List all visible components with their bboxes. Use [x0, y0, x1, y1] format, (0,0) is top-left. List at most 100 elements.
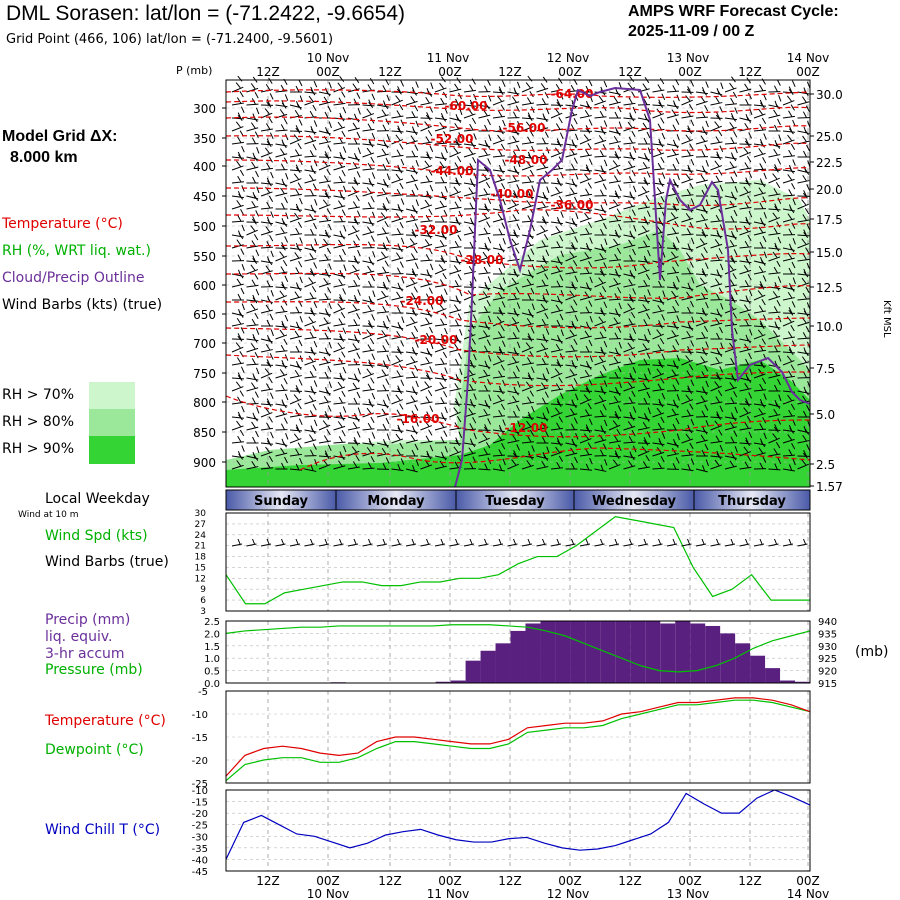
wind-barb — [695, 325, 709, 340]
wind-barb — [246, 415, 259, 431]
wind-barb — [246, 454, 259, 470]
wind-barb — [608, 453, 621, 470]
wind-barb-10m — [260, 538, 272, 547]
wind-barb — [492, 246, 505, 262]
wind-barb — [768, 457, 782, 471]
wind-barb — [797, 286, 810, 301]
wind-chill-tick: -15 — [192, 798, 208, 809]
wind-barb — [318, 405, 332, 418]
wind-barb — [434, 76, 447, 93]
temperature-contour — [225, 243, 811, 269]
wind-barb — [391, 143, 404, 158]
pressure-surface-tick: 925 — [818, 654, 837, 665]
wind-barb — [608, 193, 621, 210]
wind-barb — [579, 221, 593, 236]
wind-barb — [405, 286, 418, 301]
wind-barb — [521, 193, 534, 210]
wind-barb — [681, 403, 694, 418]
temperature-contour-label: -60.00 — [445, 99, 488, 113]
wind-barb — [565, 299, 578, 314]
wind-barb — [289, 143, 302, 158]
wind-barb — [362, 156, 375, 171]
wind-barb — [565, 417, 578, 431]
wind-barb — [260, 117, 273, 132]
wind-barb — [608, 413, 621, 431]
wind-barb — [652, 156, 665, 171]
wind-barb — [507, 404, 520, 418]
wind-barb — [666, 245, 679, 262]
wind-speed-tick: 27 — [195, 520, 206, 530]
wind-barb — [550, 219, 563, 236]
wind-barb — [449, 195, 462, 210]
wind-barb — [739, 132, 753, 145]
wind-barb — [304, 144, 317, 158]
legend-rh70-swatch — [89, 382, 135, 409]
top-hour-tick: 00Z — [316, 65, 340, 79]
wind-barb — [246, 375, 259, 392]
wind-barb — [492, 104, 505, 119]
bottom-hour-tick: 00Z — [558, 874, 582, 888]
wind-barb — [521, 248, 535, 262]
wind-barb — [521, 91, 534, 106]
legend-cloud-outline: Cloud/Precip Outline — [2, 270, 145, 286]
bottom-date-tick: 11 Nov — [427, 887, 470, 900]
wind-barb — [478, 118, 491, 132]
wind-barb — [753, 220, 766, 236]
wind-barb — [579, 167, 592, 184]
wind-barb — [782, 167, 795, 184]
wind-barb — [565, 181, 578, 197]
wind-barb — [463, 440, 476, 457]
wind-barb — [260, 141, 273, 158]
wind-barb-10m — [652, 538, 663, 547]
wind-barb-10m — [623, 538, 634, 547]
wind-barb — [492, 349, 505, 366]
wind-barb — [246, 218, 258, 236]
pressure-tick: 350 — [193, 132, 216, 146]
precip-bar — [525, 623, 541, 683]
wind-barb — [550, 180, 563, 197]
wind-barb — [579, 300, 593, 314]
wind-barb — [550, 274, 564, 288]
wind-barb — [260, 337, 273, 353]
wind-speed-tick: 6 — [200, 596, 206, 606]
precip-label: Precip (mm) liq. equiv. 3-hr accum — [45, 612, 130, 663]
wind-barb — [797, 452, 809, 470]
wind-barb-10m — [333, 538, 344, 547]
wind-barb — [768, 245, 781, 262]
wind-barb — [753, 417, 767, 431]
wind-barb — [797, 349, 810, 366]
wind-barb — [579, 387, 592, 405]
wind-barb — [739, 400, 751, 418]
wind-barb — [768, 339, 781, 353]
wind-barb — [333, 390, 346, 405]
wind-barb — [521, 327, 535, 340]
wind-barb — [637, 273, 651, 288]
height-tick: 22.5 — [816, 156, 843, 170]
top-hour-tick: 00Z — [796, 65, 820, 79]
wind-barb — [797, 232, 810, 249]
wind-barb — [608, 405, 622, 418]
wind-barb — [275, 141, 288, 158]
wind-barb — [521, 429, 535, 444]
bottom-date-tick: 13 Nov — [667, 887, 710, 900]
wind-barb — [260, 416, 273, 431]
wind-barb — [536, 155, 549, 171]
wind-barb-10m — [434, 538, 446, 547]
temperature-contour — [225, 209, 811, 230]
wind-barb — [333, 336, 346, 353]
legend-rh90-label: RH > 90% — [2, 441, 75, 457]
wind-barb — [362, 259, 375, 275]
wind-barb — [637, 155, 650, 171]
wind-barb — [376, 323, 389, 340]
wind-barb — [492, 301, 506, 314]
bottom-date-tick: 14 Nov — [787, 887, 830, 900]
wind-barb — [246, 210, 260, 223]
precip-bar — [765, 668, 781, 683]
pressure-tick: 700 — [193, 337, 216, 351]
wind-barb — [521, 154, 534, 171]
bottom-date-tick: 12 Nov — [547, 887, 590, 900]
dewpoint-line — [225, 699, 811, 782]
wind-barb — [318, 389, 331, 405]
wind-barb — [739, 92, 752, 106]
temperature-contour — [225, 301, 811, 329]
